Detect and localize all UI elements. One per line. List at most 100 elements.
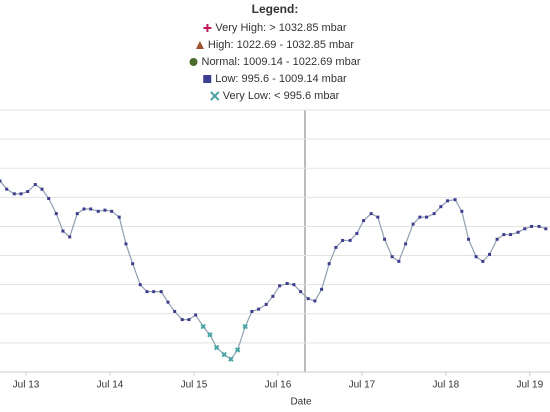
x-tick-label: Jul 16 [265, 380, 292, 391]
x-axis-label: Date [290, 397, 312, 408]
point [264, 302, 268, 306]
point [348, 238, 352, 242]
point [234, 347, 241, 353]
point [411, 222, 415, 226]
legend-label: High: 1022.69 - 1032.85 mbar [208, 39, 354, 51]
point [152, 290, 156, 294]
point [481, 259, 485, 263]
point [40, 187, 44, 191]
legend-marker [203, 24, 212, 32]
point [228, 356, 234, 362]
point [453, 198, 457, 202]
x-tick-label: Jul 19 [517, 380, 544, 391]
point [460, 209, 464, 213]
point [327, 262, 331, 266]
point [355, 231, 359, 235]
point [207, 332, 213, 338]
legend-label: Low: 995.6 - 1009.14 mbar [215, 73, 347, 85]
point [334, 245, 338, 249]
legend-label: Very Low: < 995.6 mbar [223, 90, 340, 102]
point [110, 209, 114, 213]
point [68, 235, 72, 239]
point [173, 309, 177, 313]
point [488, 252, 492, 256]
point [103, 208, 107, 212]
point [82, 207, 86, 211]
point [26, 190, 30, 194]
point [502, 233, 506, 237]
point [61, 229, 65, 233]
x-tick-label: Jul 17 [349, 380, 376, 391]
x-tick-label: Jul 14 [97, 380, 124, 391]
point [96, 209, 100, 213]
legend-label: Very High: > 1032.85 mbar [215, 22, 346, 34]
point [418, 215, 422, 219]
legend-label: Normal: 1009.14 - 1022.69 mbar [202, 56, 361, 68]
point [187, 318, 191, 322]
x-tick-label: Jul 18 [433, 380, 460, 391]
point [194, 313, 198, 317]
line [0, 180, 546, 361]
x-tick-label: Jul 15 [181, 380, 208, 391]
point [404, 242, 408, 246]
point [383, 237, 387, 241]
point [145, 290, 149, 294]
point [313, 299, 317, 303]
point [89, 207, 93, 211]
point [54, 212, 58, 216]
point [474, 255, 478, 259]
point [200, 323, 206, 330]
point [530, 224, 534, 228]
legend-marker [195, 41, 204, 49]
point [390, 255, 394, 259]
point [138, 283, 142, 287]
point [425, 215, 429, 219]
point [362, 219, 366, 223]
legend-marker [189, 58, 198, 66]
point [509, 233, 513, 237]
point [271, 294, 275, 298]
point [432, 212, 436, 216]
point [159, 290, 163, 294]
point [446, 199, 450, 203]
point [213, 344, 220, 351]
point [299, 290, 303, 294]
point [285, 282, 289, 286]
point [257, 307, 261, 311]
point [467, 237, 471, 241]
point [242, 323, 248, 330]
point [131, 262, 135, 266]
point [19, 192, 23, 196]
point [397, 259, 401, 263]
point [124, 242, 128, 246]
point [5, 187, 9, 191]
point [278, 284, 282, 288]
point [341, 238, 345, 242]
x-tick-label: Jul 13 [13, 380, 40, 391]
point [495, 237, 499, 241]
point [47, 196, 51, 200]
point [33, 183, 37, 187]
point [221, 351, 227, 358]
point [180, 318, 184, 322]
legend-marker [210, 91, 220, 101]
point [523, 227, 527, 231]
point [75, 212, 79, 216]
point [250, 309, 254, 313]
legend-marker [203, 75, 212, 83]
point [369, 212, 373, 216]
point [117, 215, 121, 219]
point [166, 300, 170, 304]
point [537, 224, 541, 228]
point [376, 215, 380, 219]
point [516, 230, 520, 234]
legend-title: Legend: [252, 2, 299, 16]
point [306, 297, 310, 301]
point [292, 283, 296, 287]
point [0, 179, 2, 183]
point [320, 287, 324, 291]
point [12, 192, 16, 196]
point [544, 227, 548, 231]
point [439, 205, 443, 209]
